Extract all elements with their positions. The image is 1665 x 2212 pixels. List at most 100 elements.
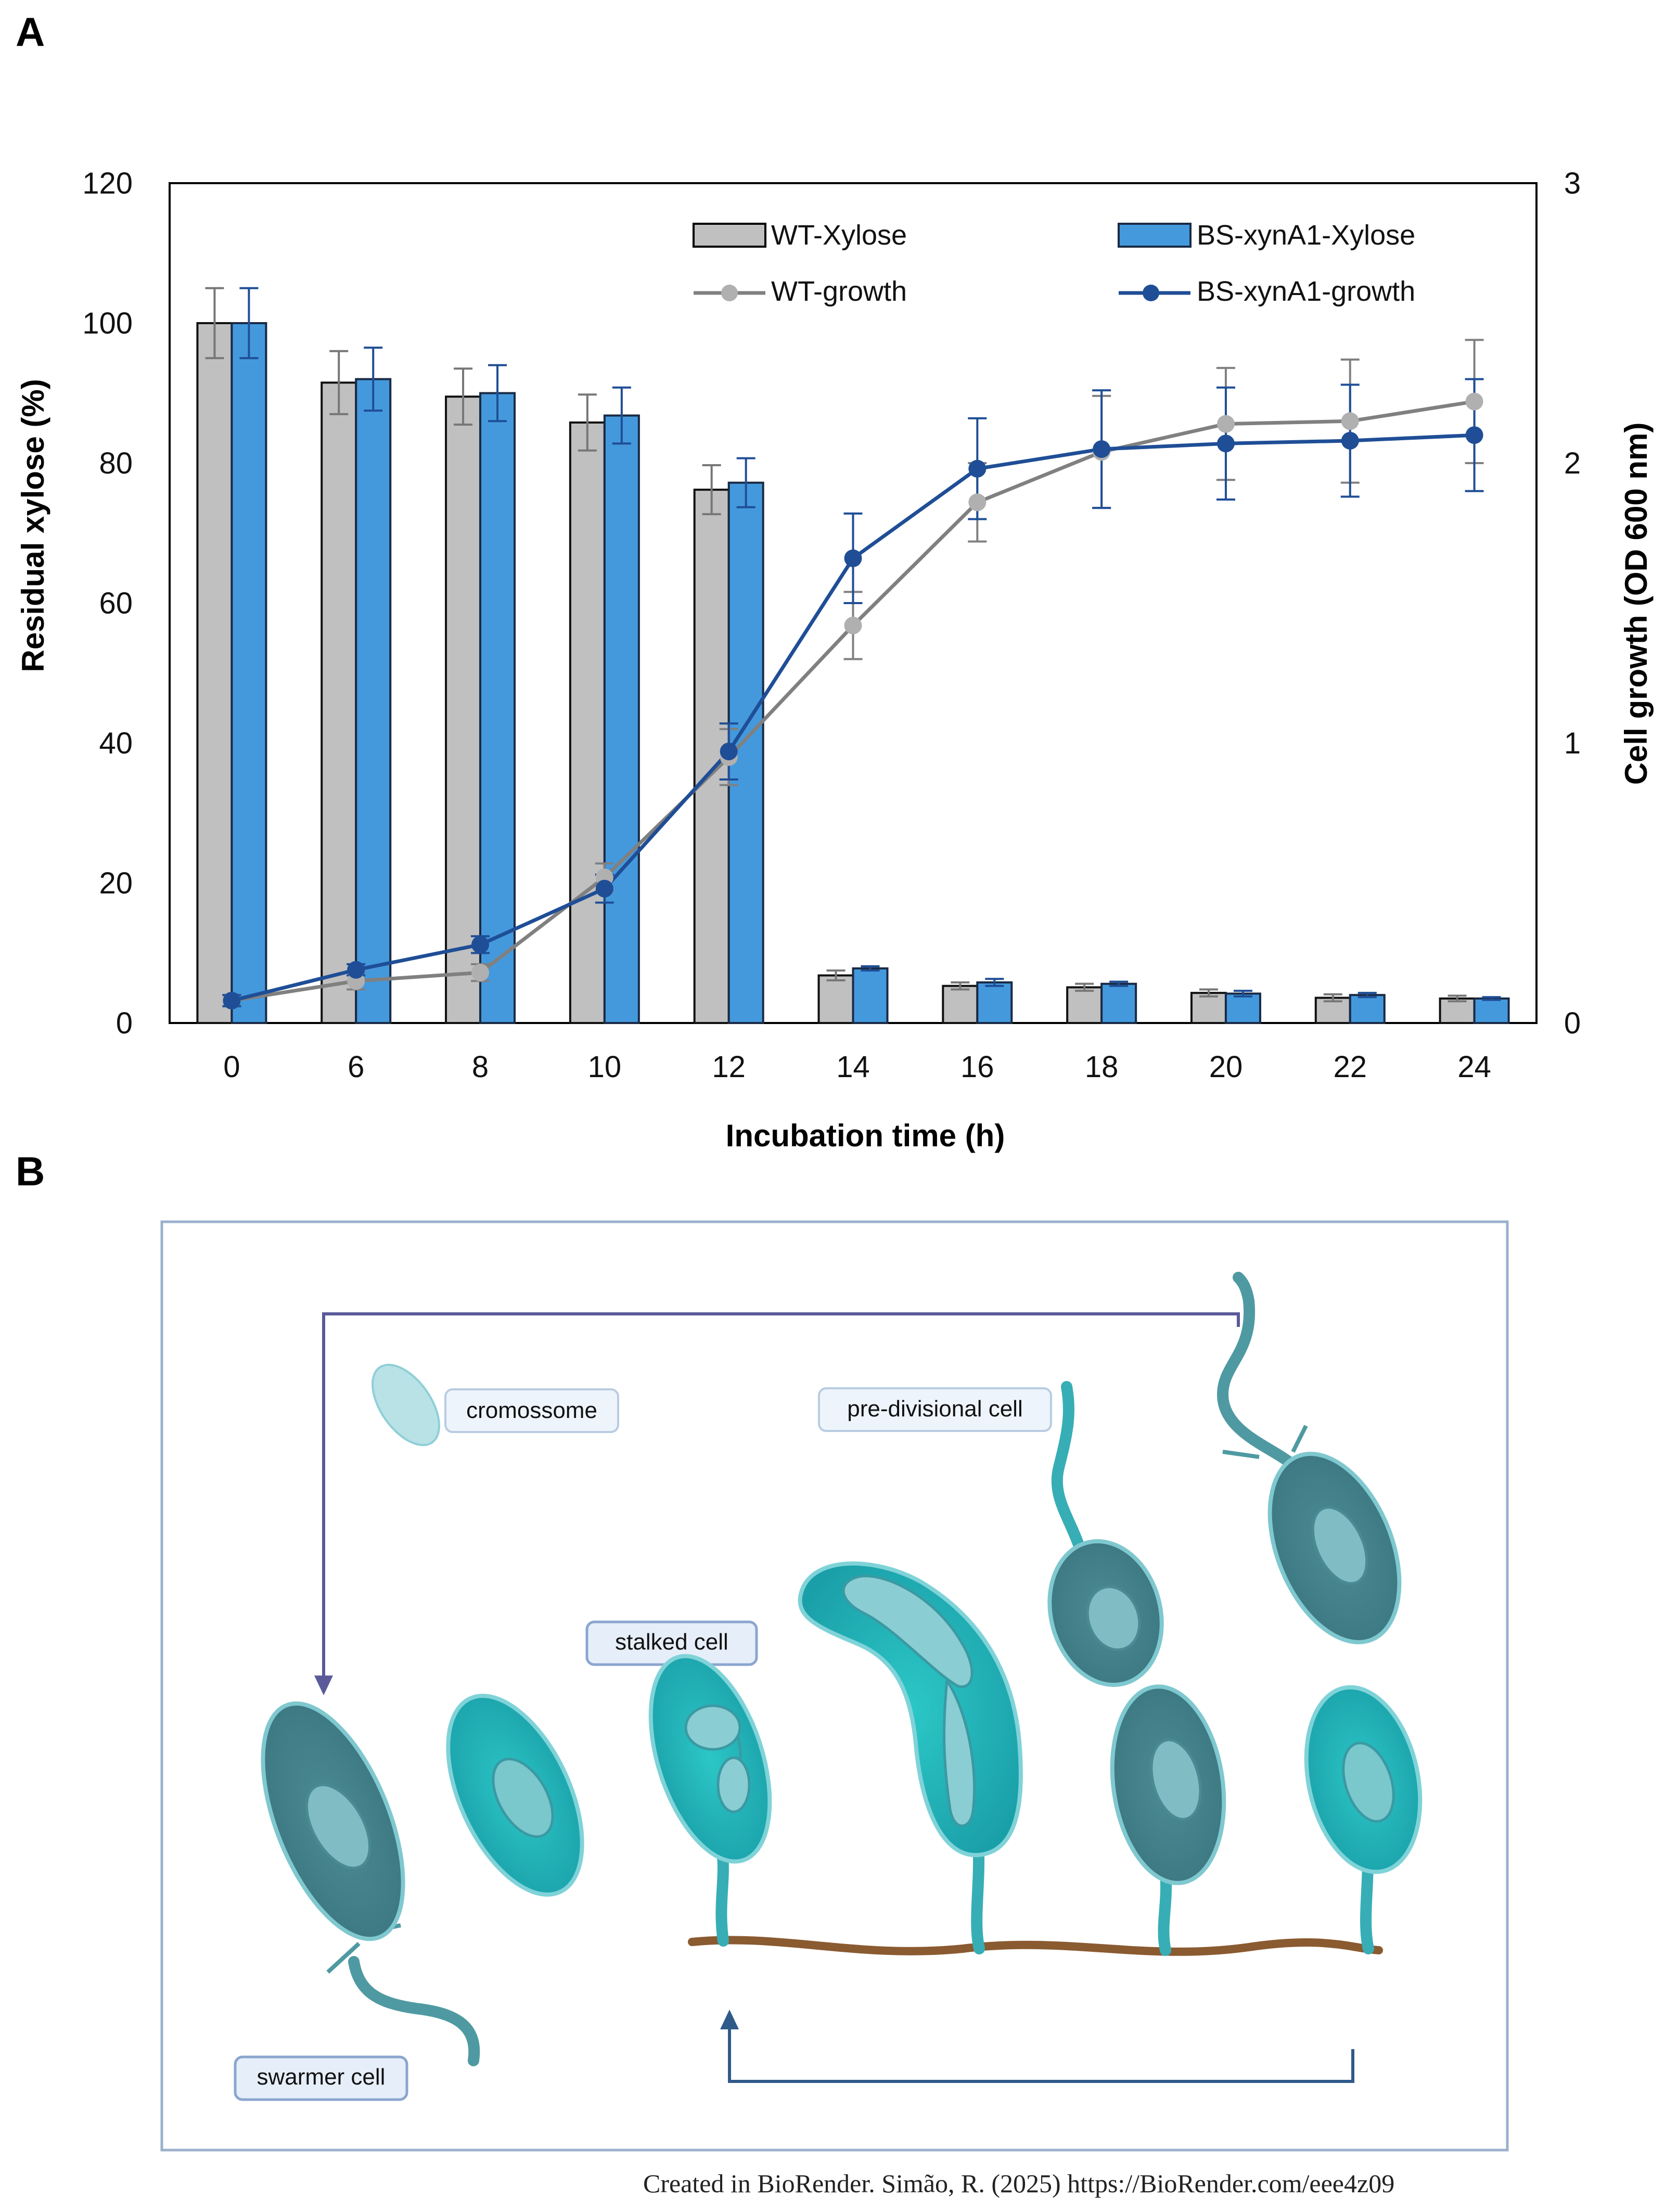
errorbar-wt-xylose-24 [1448,994,1467,1003]
errorbar-wt-xylose-22 [1323,993,1342,1003]
swarmer-cell-top [1216,1272,1402,1644]
legend-swatch-bs-xylose [1118,223,1192,248]
panel-a-label: A [16,9,45,55]
label-stalked: stalked cell [585,1620,758,1666]
x-tick-8: 8 [472,1050,489,1084]
errorbar-wt-xylose-8 [454,367,473,426]
bar-wt-xylose-24 [1439,997,1476,1025]
legend-item-bs-growth: BS-xynA1-growth [1119,276,1415,307]
errorbar-wt-xylose-14 [826,969,846,981]
errorbar-bs-xyna1-xylose-10 [612,386,631,445]
x-tick-10: 10 [588,1050,622,1084]
legend-item-wt-xylose: WT-Xylose [693,220,907,251]
credit-line: Created in BioRender. Simão, R. (2025) h… [643,2169,1394,2198]
legend-item-wt-growth: WT-growth [694,276,907,307]
bar-bs-xyna1-xylose-22 [1349,994,1386,1024]
point-wt-growth-14 [844,617,862,635]
cell-cycle-diagram: cromossome pre-divisional cell stalked c… [160,1220,1509,2198]
bar-bs-xyna1-xylose-6 [355,378,392,1024]
x-tick-0: 0 [223,1050,240,1084]
x-tick-12: 12 [712,1050,746,1084]
y-tick-20: 20 [99,866,133,900]
bar-bs-xyna1-xylose-8 [479,392,516,1024]
dividing-cell [798,1561,1023,1954]
y-tick-80: 80 [99,446,133,480]
x-tick-16: 16 [960,1050,994,1084]
legend-marker-wt-growth [721,285,738,301]
point-wt-growth-20 [1216,415,1235,433]
label-stalked-text: stalked cell [615,1629,728,1655]
errorbar-bs-xyna1-xylose-20 [1233,990,1252,998]
y2-tick-3: 3 [1564,167,1581,200]
label-cromossome: cromossome [444,1388,619,1433]
y-tick-100: 100 [82,306,133,340]
legend-marker-bs-growth [1143,285,1159,301]
point-bs-xyna1-growth-14 [844,549,862,567]
bars-layer [196,287,1510,1025]
label-predivisional: pre-divisional cell [818,1387,1052,1432]
errorbar-bs-xyna1-xylose-0 [239,287,259,360]
y-tick-60: 60 [99,586,133,620]
point-wt-growth-22 [1341,412,1359,430]
legend-label-bs-growth: BS-xynA1-growth [1197,276,1415,307]
x-tick-24: 24 [1457,1050,1491,1084]
legend-item-bs-xylose: BS-xynA1-Xylose [1118,220,1415,251]
errorbar-wt-xylose-6 [329,350,349,415]
diagram-frame [160,1220,1509,2152]
predivisional-cell [1047,1381,1226,1956]
point-bs-xyna1-growth-0 [223,991,241,1009]
x-tick-18: 18 [1085,1050,1119,1084]
point-bs-xyna1-growth-8 [471,936,490,954]
y-tick-120: 120 [82,167,133,200]
legend-label-wt-growth: WT-growth [771,276,907,307]
x-tick-6: 6 [348,1050,364,1084]
cycle-arrow-bottom-head [720,2010,739,2029]
point-wt-growth-8 [471,964,490,982]
bar-wt-xylose-18 [1066,986,1103,1025]
bar-bs-xyna1-xylose-10 [603,414,640,1024]
bar-bs-xyna1-xylose-14 [852,967,889,1024]
swarmer-cell [261,1701,480,2066]
cycle-arrow-top-head [314,1676,333,1695]
x-tick-14: 14 [836,1050,870,1084]
bar-wt-xylose-14 [817,974,854,1025]
bar-wt-xylose-8 [445,395,482,1024]
y2-tick-0: 0 [1564,1006,1581,1040]
legend-swatch-wt-xylose [693,223,766,248]
label-swarmer: swarmer cell [234,2055,408,2101]
legend-label-wt-xylose: WT-Xylose [771,220,907,251]
stalked-cell-right [1304,1685,1423,1954]
errorbar-wt-xylose-12 [702,464,721,516]
bar-bs-xyna1-xylose-20 [1224,992,1261,1025]
point-bs-xyna1-growth-16 [968,459,987,478]
x-tick-22: 22 [1334,1050,1367,1084]
label-predivisional-text: pre-divisional cell [847,1396,1022,1422]
cycle-arrow-bottom [728,2024,1354,2083]
errorbar-bs-xyna1-xylose-14 [861,965,880,972]
point-bs-xyna1-growth-10 [595,879,613,898]
point-bs-xyna1-growth-20 [1216,434,1235,453]
y2-axis-title: Cell growth (OD 600 nm) [1619,423,1654,785]
errorbar-bs-xyna1-xylose-6 [364,347,383,412]
errorbar-bs-xyna1-xylose-8 [488,364,507,423]
errorbar-wt-xylose-16 [951,981,970,991]
bar-bs-xyna1-xylose-24 [1473,997,1510,1025]
bar-wt-xylose-20 [1190,992,1227,1025]
errorbar-bs-xyna1-xylose-24 [1482,996,1501,1001]
cycle-arrow-top [322,1312,1240,1681]
point-wt-growth-16 [968,493,987,512]
chromosome-icon [372,1363,440,1447]
label-swarmer-text: swarmer cell [257,2064,386,2090]
y-axis-title: Residual xylose (%) [16,379,50,672]
bar-bs-xyna1-xylose-18 [1100,982,1137,1025]
errorbar-bs-xyna1-xylose-16 [985,978,1004,987]
x-axis-title: Incubation time (h) [726,1118,1005,1153]
x-tick-20: 20 [1209,1050,1243,1084]
errorbar-wt-xylose-10 [578,393,597,452]
errorbar-bs-xyna1-xylose-12 [736,457,755,508]
stalked-cell [648,1654,772,1947]
bar-wt-xylose-10 [569,421,606,1024]
y2-tick-1: 1 [1564,726,1581,760]
